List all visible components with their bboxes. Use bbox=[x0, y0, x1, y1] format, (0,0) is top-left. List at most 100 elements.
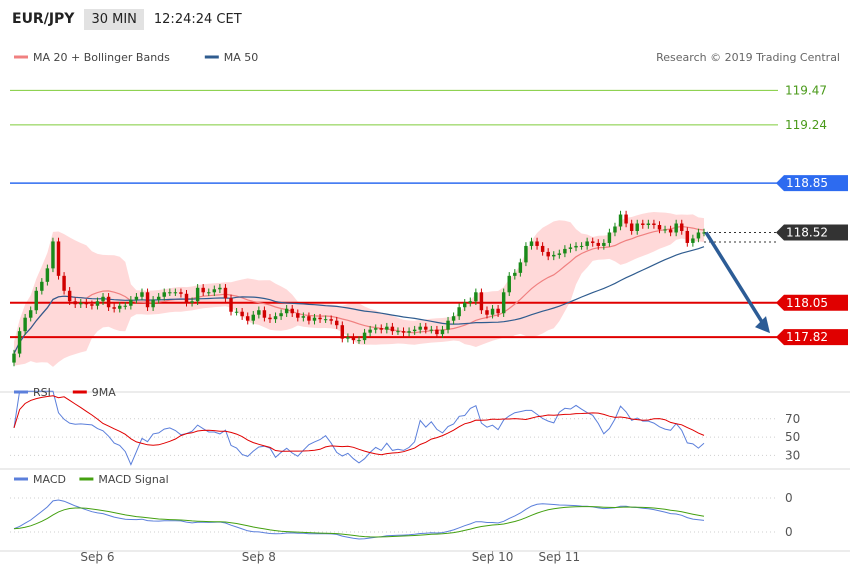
x-tick-label: Sep 11 bbox=[538, 550, 580, 564]
candle bbox=[468, 301, 473, 303]
candle bbox=[218, 287, 222, 290]
candle bbox=[323, 319, 328, 321]
macd-tick-label: 0 bbox=[785, 491, 793, 505]
price-legend-label: MA 50 bbox=[224, 51, 259, 64]
candle bbox=[590, 241, 595, 243]
rsi-legend-label: RSI bbox=[33, 386, 51, 399]
candle bbox=[151, 299, 155, 308]
macd-legend-label: MACD Signal bbox=[98, 473, 168, 486]
rsi-tick-label: 50 bbox=[785, 430, 800, 444]
chart-header: EUR/JPY 30 MIN 12:24:24 CET bbox=[0, 6, 242, 32]
candle bbox=[373, 328, 378, 330]
candle bbox=[262, 310, 267, 318]
candle bbox=[34, 290, 38, 311]
candle bbox=[346, 337, 350, 339]
candle bbox=[435, 329, 439, 335]
candle bbox=[17, 331, 22, 354]
candle bbox=[329, 319, 333, 321]
candle bbox=[212, 289, 217, 293]
price-legend-label: MA 20 + Bollinger Bands bbox=[33, 51, 170, 64]
candle bbox=[28, 310, 33, 318]
candle bbox=[563, 248, 567, 254]
candle bbox=[496, 308, 500, 314]
candle bbox=[284, 308, 289, 314]
candle bbox=[540, 245, 545, 252]
ma50-line bbox=[13, 246, 705, 354]
candle bbox=[123, 305, 128, 307]
candle bbox=[680, 223, 684, 231]
x-tick-label: Sep 6 bbox=[80, 550, 114, 564]
candle bbox=[40, 281, 44, 291]
level-tag bbox=[776, 175, 848, 192]
candle bbox=[340, 325, 345, 339]
candle bbox=[23, 317, 27, 332]
candle bbox=[579, 245, 584, 247]
candle bbox=[184, 293, 189, 303]
candle bbox=[95, 301, 100, 306]
candle bbox=[552, 254, 556, 257]
candle bbox=[613, 226, 617, 233]
candle bbox=[362, 332, 367, 341]
candle bbox=[418, 326, 422, 330]
rsi-tick-label: 30 bbox=[785, 448, 800, 462]
candle bbox=[546, 251, 550, 257]
candle bbox=[518, 262, 523, 273]
level-tag-label: 118.05 bbox=[786, 296, 828, 310]
candle bbox=[62, 275, 66, 291]
candle bbox=[318, 317, 322, 320]
candle bbox=[357, 340, 361, 342]
candle bbox=[663, 229, 667, 231]
rsi-legend-label: 9MA bbox=[92, 386, 116, 399]
ma20-line bbox=[13, 225, 705, 354]
candle bbox=[145, 292, 150, 308]
candle bbox=[79, 302, 83, 305]
candle bbox=[401, 331, 406, 333]
candle bbox=[301, 316, 306, 318]
candle bbox=[290, 308, 294, 314]
candle bbox=[245, 316, 250, 321]
candle bbox=[702, 232, 706, 234]
resistance-label: 119.24 bbox=[785, 118, 827, 132]
candle bbox=[385, 326, 389, 330]
candle bbox=[312, 317, 317, 321]
candle bbox=[112, 307, 116, 309]
candle bbox=[624, 214, 628, 224]
candle bbox=[691, 238, 695, 243]
macd-tick-label: 0 bbox=[785, 525, 793, 539]
candle bbox=[129, 299, 133, 306]
candle bbox=[513, 272, 517, 276]
candle bbox=[168, 292, 172, 294]
candle bbox=[56, 241, 61, 276]
candle bbox=[440, 329, 445, 335]
timestamp-label: 12:24:24 CET bbox=[153, 11, 242, 27]
candle bbox=[257, 310, 261, 315]
candle bbox=[351, 337, 356, 341]
candle bbox=[296, 313, 300, 318]
candle bbox=[479, 292, 484, 311]
level-tag-label: 118.85 bbox=[786, 176, 828, 190]
rsi-line bbox=[13, 390, 705, 466]
candle bbox=[307, 316, 311, 321]
rsi-tick-label: 70 bbox=[785, 412, 800, 426]
rsi-ma-line bbox=[13, 395, 705, 456]
candle bbox=[51, 241, 55, 269]
candle bbox=[618, 214, 623, 227]
candle bbox=[73, 301, 77, 305]
candle bbox=[162, 292, 166, 297]
candle bbox=[635, 223, 639, 231]
candle bbox=[524, 245, 528, 263]
candle bbox=[507, 275, 511, 293]
candle bbox=[490, 308, 495, 315]
candle bbox=[67, 290, 72, 302]
candle bbox=[668, 229, 673, 233]
candle bbox=[179, 292, 183, 294]
candle bbox=[652, 223, 656, 225]
candle bbox=[12, 353, 16, 363]
candle bbox=[485, 310, 489, 315]
candle bbox=[368, 329, 372, 333]
candle bbox=[335, 320, 339, 326]
x-tick-label: Sep 8 bbox=[242, 550, 276, 564]
candle bbox=[223, 287, 228, 299]
candle bbox=[646, 223, 651, 225]
timeframe-button[interactable]: 30 MIN bbox=[84, 8, 144, 30]
